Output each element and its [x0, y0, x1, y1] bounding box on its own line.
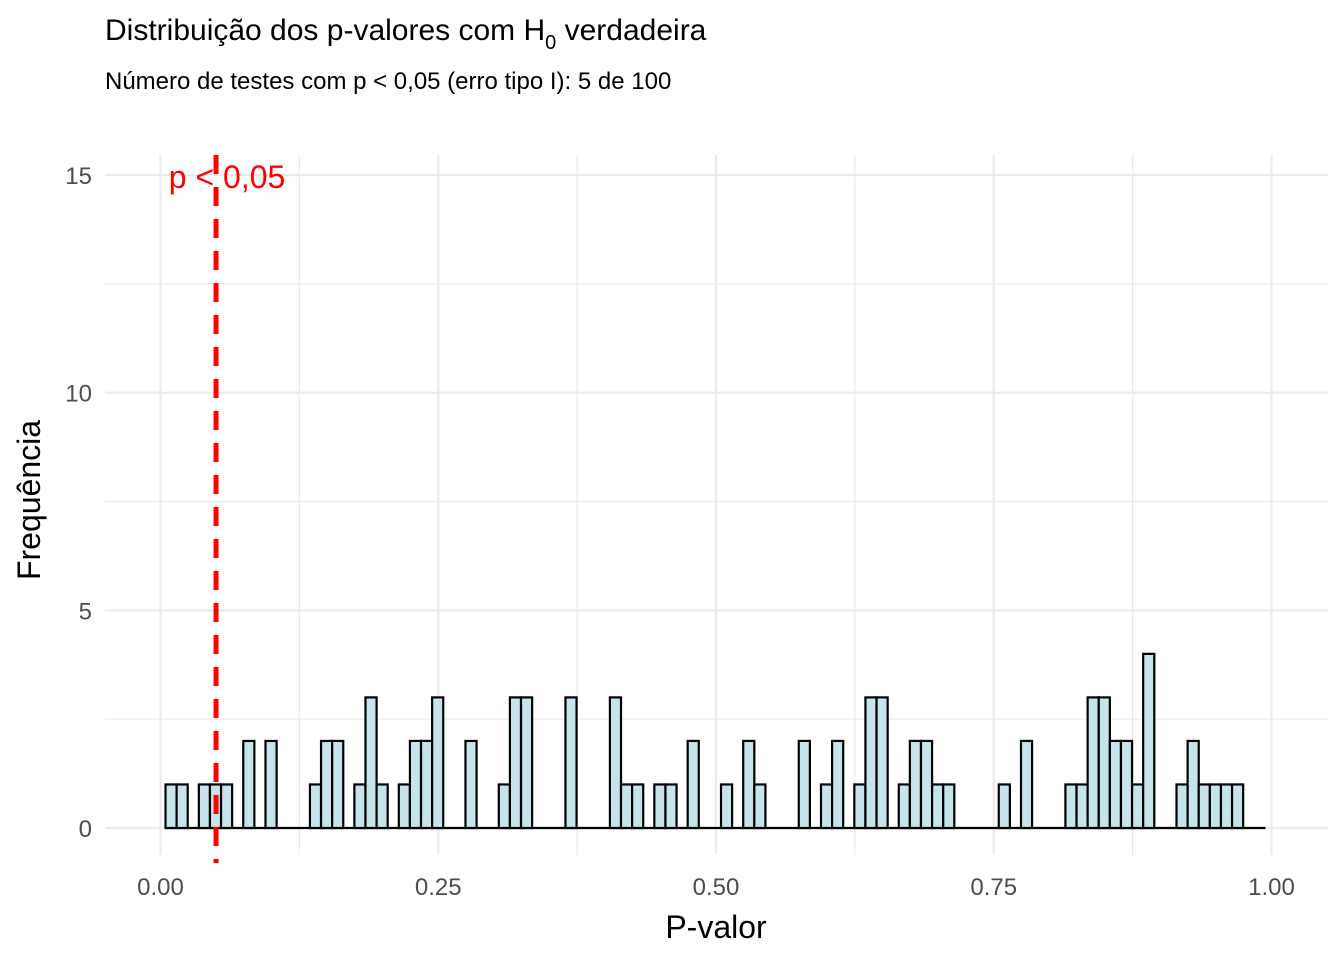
x-tick-label: 1.00 [1248, 874, 1295, 901]
histogram-bar [631, 783, 645, 830]
histogram-bar [897, 783, 911, 830]
histogram-bar [1219, 783, 1234, 830]
y-axis-title: Frequência [11, 420, 47, 580]
bars [164, 652, 1266, 830]
histogram-bar [1064, 783, 1078, 830]
histogram-bar [408, 739, 423, 830]
histogram-bar [908, 739, 923, 830]
histogram-bar [1142, 652, 1156, 830]
histogram-bar [819, 783, 834, 830]
histogram-bar [1086, 696, 1100, 830]
reference-line-group: p < 0,05 [169, 155, 286, 863]
histogram-bar [331, 739, 345, 830]
histogram-bar [1186, 739, 1200, 830]
histogram-bar [264, 739, 278, 830]
x-tick-label: 0.00 [137, 874, 184, 901]
histogram-bar [653, 783, 667, 830]
histogram-bar [375, 783, 389, 830]
histogram-bar [353, 783, 367, 830]
histogram-bar [1197, 783, 1211, 830]
y-axis-ticks: 0 5 10 15 [65, 163, 92, 843]
histogram-bar [397, 783, 412, 830]
histogram-bar [1175, 783, 1189, 830]
histogram-bar [564, 696, 578, 830]
histogram-bar [519, 696, 534, 830]
histogram-bar [242, 739, 256, 830]
histogram-bar [419, 739, 434, 830]
chart-title: Distribuição dos p-valores com H0 verdad… [105, 14, 707, 54]
histogram-bar [608, 696, 623, 830]
histogram-bar [431, 696, 445, 830]
histogram-bar [830, 739, 845, 830]
y-tick-label: 0 [79, 816, 92, 843]
histogram-bar [1019, 739, 1034, 830]
histogram-bar [319, 739, 334, 830]
x-tick-label: 0.25 [415, 874, 462, 901]
histogram-bar [497, 783, 512, 830]
histogram-bar [742, 739, 756, 830]
x-axis-ticks: 0.00 0.25 0.50 0.75 1.00 [137, 874, 1295, 901]
title-subscript: 0 [545, 32, 556, 54]
histogram-bar [719, 783, 734, 830]
histogram-bar [1108, 739, 1123, 830]
x-tick-label: 0.75 [970, 874, 1017, 901]
x-axis-title: P-valor [665, 909, 767, 945]
histogram-bar [164, 783, 178, 830]
histogram-bar [308, 783, 323, 830]
chart-subtitle: Número de testes com p < 0,05 (erro tipo… [105, 68, 671, 95]
histogram-bar [464, 739, 478, 830]
histogram-bar [219, 783, 234, 830]
histogram-bar [875, 696, 889, 830]
histogram-bar [1097, 696, 1111, 830]
histogram-bar [853, 783, 867, 830]
histogram-bar [753, 783, 767, 830]
y-tick-label: 15 [65, 163, 92, 190]
histogram-bar [1230, 783, 1245, 830]
x-tick-label: 0.50 [693, 874, 740, 901]
reference-line-label: p < 0,05 [169, 159, 286, 195]
histogram-bar [864, 696, 878, 830]
histogram-bar [364, 696, 378, 830]
histogram-bar [1075, 783, 1089, 830]
y-tick-label: 10 [65, 381, 92, 408]
histogram-bar [997, 783, 1011, 830]
histogram-bar [1119, 739, 1134, 830]
histogram-bar [686, 739, 700, 830]
histogram-bar [942, 783, 956, 830]
histogram-bar [1208, 783, 1223, 830]
histogram-bar [930, 783, 945, 830]
histogram-bar [919, 739, 934, 830]
histogram-bar [619, 783, 634, 830]
y-tick-label: 5 [79, 598, 92, 625]
histogram-bar [197, 783, 212, 830]
histogram-bar [664, 783, 678, 830]
histogram-bar [508, 696, 523, 830]
histogram-bar [1130, 783, 1145, 830]
histogram-bar [797, 739, 811, 830]
histogram-bar [175, 783, 189, 830]
